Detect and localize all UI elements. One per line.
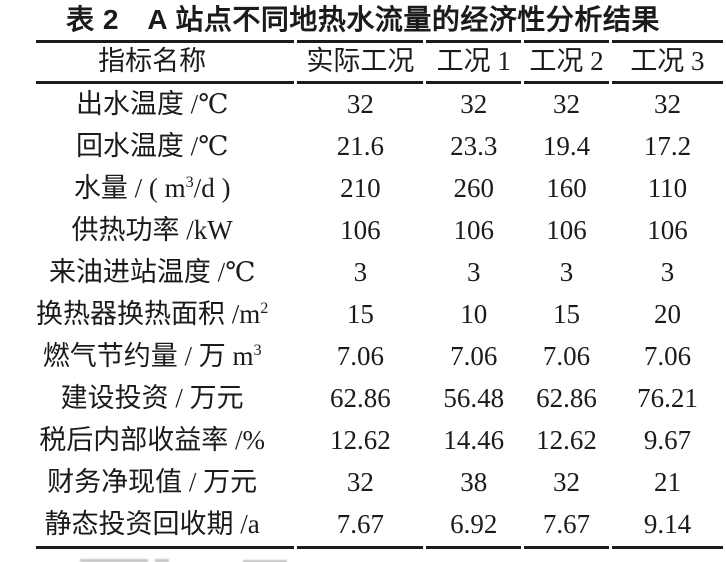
cell: 32 [653, 89, 681, 120]
cell: 32 [346, 89, 374, 120]
row-label-text: 财务净现值 / 万元 [47, 467, 258, 498]
table-caption: 表 2 A 站点不同地热水流量的经济性分析结果 [66, 4, 660, 35]
row-label: 财务净现值 / 万元 [36, 462, 294, 504]
table-row: 来油进站温度 /℃ 3 3 3 3 [36, 252, 723, 294]
cell: 19.4 [542, 131, 591, 162]
cell: 260 [453, 173, 495, 204]
row-label-text: 建设投资 / 万元 [60, 383, 244, 414]
row-label-text: 税后内部收益率 /% [39, 425, 266, 456]
cropped-text-artifact [155, 559, 169, 562]
cell: 32 [553, 467, 580, 498]
row-label-text: 回水温度 /℃ [75, 131, 229, 162]
cell: 106 [340, 215, 381, 246]
row-label-text: 来油进站温度 /℃ [48, 257, 256, 288]
cell: 7.67 [297, 504, 424, 549]
cell: 7.06 [542, 341, 591, 372]
row-label: 燃气节约量 / 万 m3 [36, 336, 294, 378]
row-label: 回水温度 /℃ [36, 126, 294, 168]
cell: 7.06 [450, 341, 498, 372]
table-row: 水量 / ( m3/d ) 210 260 160 110 [36, 168, 723, 210]
row-label: 供热功率 /kW [36, 210, 294, 252]
column-header-case2: 工况 2 [524, 40, 609, 84]
cell: 62.86 [536, 383, 597, 414]
cell: 9.14 [611, 504, 723, 549]
table-row: 换热器换热面积 /m2 15 10 15 20 [36, 294, 723, 336]
table-row: 静态投资回收期 /a 7.67 6.92 7.67 9.14 [36, 504, 723, 549]
cell: 7.06 [643, 341, 692, 372]
cell: 15 [346, 299, 374, 330]
cell: 20 [653, 299, 681, 330]
cell: 160 [546, 173, 587, 204]
row-label-text: 换热器换热面积 /m [36, 299, 261, 330]
row-label-text: 燃气节约量 / 万 m [42, 341, 254, 372]
table-row: 建设投资 / 万元 62.86 56.48 62.86 76.21 [36, 378, 723, 420]
row-label-text: /d ) [193, 173, 231, 204]
cell: 21 [653, 467, 681, 498]
cell: 106 [546, 215, 587, 246]
row-label: 出水温度 /℃ [36, 84, 294, 126]
cropped-text-artifact [80, 559, 148, 562]
row-label-text: 静态投资回收期 /a [44, 509, 260, 540]
table-row: 供热功率 /kW 106 106 106 106 [36, 210, 723, 252]
column-header-case1: 工况 1 [426, 40, 522, 84]
cell: 32 [553, 89, 580, 120]
cell: 110 [647, 173, 688, 204]
paper-table-figure: 表 2 A 站点不同地热水流量的经济性分析结果 指标名称 实际工况 工况 1 工… [0, 3, 726, 562]
cell: 6.92 [426, 504, 522, 549]
row-label: 建设投资 / 万元 [36, 378, 294, 420]
superscript: 2 [260, 299, 269, 318]
table-row: 回水温度 /℃ 21.6 23.3 19.4 17.2 [36, 126, 723, 168]
superscript: 3 [253, 341, 262, 360]
cell: 7.67 [524, 504, 609, 549]
column-header-case3: 工况 3 [611, 40, 723, 84]
cell: 12.62 [536, 425, 597, 456]
cell: 15 [553, 299, 580, 330]
column-header-indicator: 指标名称 [36, 40, 295, 84]
table-row: 出水温度 /℃ 32 32 32 32 [36, 84, 723, 126]
cell: 17.2 [643, 131, 692, 162]
cell: 56.48 [443, 383, 505, 414]
row-label: 水量 / ( m3/d ) [36, 168, 294, 210]
cell: 12.62 [330, 425, 391, 456]
row-label-text: 水量 / ( m [73, 173, 186, 204]
cell: 10 [460, 299, 488, 330]
cell: 3 [660, 257, 675, 288]
cropped-text-artifact [243, 560, 287, 562]
cell: 32 [346, 467, 374, 498]
header-row: 指标名称 实际工况 工况 1 工况 2 工况 3 [36, 40, 723, 84]
economic-analysis-table: 指标名称 实际工况 工况 1 工况 2 工况 3 出水温度 /℃ 32 32 3… [33, 40, 726, 549]
table-row: 燃气节约量 / 万 m3 7.06 7.06 7.06 7.06 [36, 336, 723, 378]
cell: 38 [460, 467, 488, 498]
superscript: 3 [185, 173, 194, 192]
row-label-text: 供热功率 /kW [71, 215, 233, 246]
table-row: 税后内部收益率 /% 12.62 14.46 12.62 9.67 [36, 420, 723, 462]
table-row: 财务净现值 / 万元 32 38 32 21 [36, 462, 723, 504]
cell: 76.21 [637, 383, 698, 414]
row-label-text: 出水温度 /℃ [75, 89, 229, 120]
column-header-actual: 实际工况 [297, 40, 424, 84]
cell: 9.67 [643, 425, 692, 456]
cell: 3 [353, 257, 368, 288]
cell: 32 [460, 89, 488, 120]
cell: 23.3 [450, 131, 498, 162]
cell: 14.46 [443, 425, 505, 456]
row-label: 税后内部收益率 /% [36, 420, 294, 462]
cell: 3 [467, 257, 481, 288]
cell: 7.06 [336, 341, 385, 372]
row-label: 来油进站温度 /℃ [36, 252, 294, 294]
cell: 210 [340, 173, 381, 204]
cell: 21.6 [336, 131, 385, 162]
row-label: 换热器换热面积 /m2 [36, 294, 294, 336]
cell: 3 [559, 257, 574, 288]
cell: 106 [453, 215, 495, 246]
row-label: 静态投资回收期 /a [36, 504, 295, 549]
cell: 106 [647, 215, 688, 246]
cell: 62.86 [330, 383, 391, 414]
